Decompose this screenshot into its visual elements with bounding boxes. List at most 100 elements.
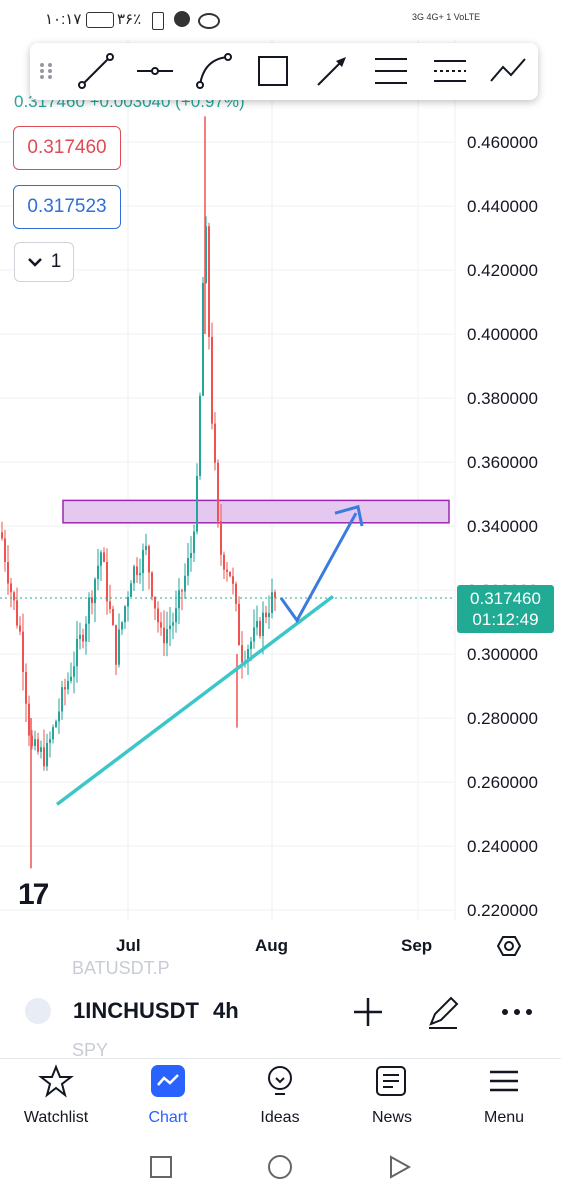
hamburger-icon xyxy=(490,1070,518,1092)
chart-settings-icon[interactable] xyxy=(497,934,521,958)
price-tick: 0.460000 xyxy=(467,133,538,152)
candle-body xyxy=(193,531,195,554)
candle-body xyxy=(265,612,267,618)
price-tick: 0.300000 xyxy=(467,645,538,664)
price-tick: 0.240000 xyxy=(467,837,538,856)
candle-body xyxy=(79,634,81,639)
back-icon[interactable] xyxy=(386,1154,412,1180)
fib-retracement-icon[interactable] xyxy=(371,51,411,91)
drawing-toolbar xyxy=(30,43,538,100)
sim-icon xyxy=(152,12,164,30)
ascending-trendline xyxy=(55,595,335,806)
nav-ideas[interactable]: Ideas xyxy=(230,1064,330,1127)
nav-label: Chart xyxy=(148,1109,188,1126)
candle-body xyxy=(70,676,72,681)
candle-body xyxy=(220,521,222,555)
nav-news[interactable]: News xyxy=(342,1064,442,1127)
candle-body xyxy=(43,747,45,767)
path-icon[interactable] xyxy=(489,51,529,91)
candle-body xyxy=(94,579,96,604)
candle-body xyxy=(268,613,270,618)
alarm-icon xyxy=(174,11,190,27)
candle-body xyxy=(97,565,99,580)
rectangle-icon[interactable] xyxy=(253,51,293,91)
candle-body xyxy=(145,546,147,550)
home-icon[interactable] xyxy=(266,1153,294,1181)
candle-body xyxy=(184,575,186,592)
candle-body xyxy=(160,622,162,628)
candle-body xyxy=(106,561,108,602)
curve-icon[interactable] xyxy=(194,51,234,91)
candle-body xyxy=(253,627,255,642)
candle-body xyxy=(199,395,201,476)
lightbulb-icon xyxy=(268,1066,292,1095)
arrow-icon[interactable] xyxy=(312,51,352,91)
candle-body xyxy=(202,283,204,396)
buy-price-button[interactable]: 0.317523 xyxy=(13,185,121,229)
pencil-icon[interactable] xyxy=(425,994,461,1030)
quantity-selector[interactable]: 1 xyxy=(14,242,74,282)
quantity-value: 1 xyxy=(50,251,62,272)
candle-body xyxy=(136,566,138,576)
candle-body xyxy=(247,649,249,661)
candle-body xyxy=(238,603,240,646)
star-icon xyxy=(38,1064,74,1098)
nav-watchlist[interactable]: Watchlist xyxy=(6,1064,106,1127)
nav-chart[interactable]: Chart xyxy=(118,1064,218,1127)
resistance-zone xyxy=(62,499,450,524)
candle-body xyxy=(76,638,78,667)
candle-body xyxy=(223,554,225,570)
candle-body xyxy=(67,680,69,690)
recents-icon[interactable] xyxy=(148,1154,174,1180)
parallel-channel-icon[interactable] xyxy=(430,51,470,91)
candle-body xyxy=(124,606,126,623)
interval-selector[interactable]: 4h xyxy=(213,998,239,1023)
price-tick: 0.360000 xyxy=(467,453,538,472)
symbol-selector[interactable]: 1INCHUSDT 4h xyxy=(73,998,239,1024)
candle-body xyxy=(172,622,174,626)
price-tick: 0.220000 xyxy=(467,901,538,920)
candle-body xyxy=(64,687,66,690)
candle-body xyxy=(271,592,273,614)
candle-body xyxy=(166,629,168,644)
add-icon[interactable] xyxy=(350,994,386,1030)
candle-body xyxy=(217,462,219,522)
time-tick-jul: Jul xyxy=(116,936,141,955)
tradingview-logo[interactable]: 17 xyxy=(18,878,49,911)
candle-body xyxy=(52,727,54,740)
nav-label: Watchlist xyxy=(23,1109,89,1126)
price-chart[interactable] xyxy=(0,40,561,960)
projection-arrow-head xyxy=(334,504,364,527)
candle-body xyxy=(46,742,48,767)
candle-body xyxy=(82,634,84,642)
candle-body xyxy=(109,601,111,609)
nav-menu[interactable]: Menu xyxy=(454,1064,554,1127)
candle-body xyxy=(10,583,12,593)
candle-body xyxy=(163,627,165,644)
candle-body xyxy=(226,569,228,572)
candle-body xyxy=(37,739,39,752)
price-tick: 0.420000 xyxy=(467,261,538,280)
candle-body xyxy=(190,553,192,558)
price-tick: 0.380000 xyxy=(467,389,538,408)
sell-price-button[interactable]: 0.317460 xyxy=(13,126,121,170)
candle-body xyxy=(112,608,114,626)
ghost-symbol-below: SPY xyxy=(72,1040,109,1060)
drag-handle-icon[interactable] xyxy=(34,51,56,91)
projection-arrow xyxy=(279,512,358,624)
horizontal-ray-icon[interactable] xyxy=(135,51,175,91)
trend-line-icon[interactable] xyxy=(76,51,116,91)
status-time: ۱۰:۱۷ xyxy=(45,11,82,28)
candle-body xyxy=(133,566,135,584)
ghost-symbol-above: BATUSDT.P xyxy=(72,958,170,978)
candle-body xyxy=(1,532,3,539)
candle-body xyxy=(214,423,216,463)
candle-body xyxy=(19,625,21,632)
time-tick-aug: Aug xyxy=(255,936,289,955)
candle-body xyxy=(91,597,93,604)
more-icon[interactable] xyxy=(499,994,535,1030)
bar-countdown: 01:12:49 xyxy=(472,610,539,629)
symbol-name: 1INCHUSDT xyxy=(73,998,199,1023)
candle-body xyxy=(148,546,150,573)
candle-body xyxy=(85,623,87,642)
